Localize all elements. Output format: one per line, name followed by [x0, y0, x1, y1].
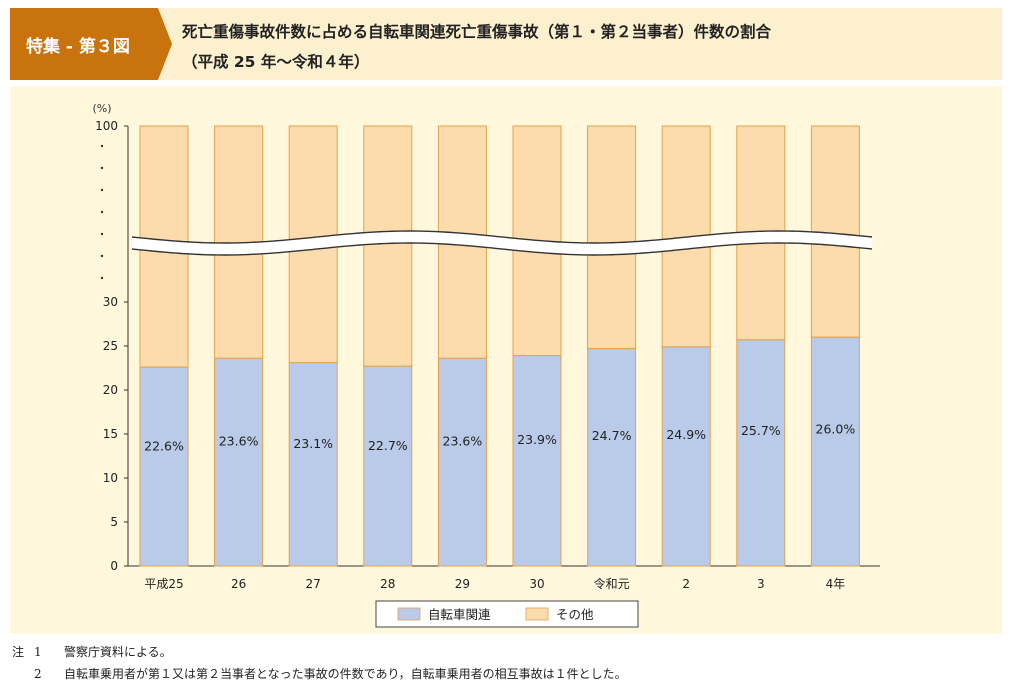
figure-tag-shape [10, 8, 172, 80]
notes: 注 1 警察庁資料による。 2 自転車乗用者が第１又は第２当事者となった事故の件数であ… [12, 641, 627, 685]
chart-subtitle: （平成 25 年〜令和４年） [182, 53, 370, 71]
axis-break-dot [100, 144, 104, 148]
x-tick-label: 4年 [826, 577, 846, 591]
axis-break-dot [100, 188, 104, 192]
y-tick-label: 0 [110, 559, 118, 573]
note-number: 1 [34, 645, 42, 659]
y-tick-label: 25 [103, 339, 118, 353]
note-text: 自転車乗用者が第１又は第２当事者となった事故の件数であり，自転車乗用者の相互事故… [64, 667, 627, 681]
data-label: 23.6% [219, 434, 259, 449]
data-label: 25.7% [741, 423, 781, 438]
x-tick-label: 27 [306, 577, 321, 591]
note-1: 注 1 警察庁資料による。 [12, 641, 627, 663]
axis-break-line-bottom [131, 242, 873, 256]
figure-header: 特集 - 第３図 死亡重傷事故件数に占める自転車関連死亡重傷事故（第１・第２当事… [10, 8, 1002, 80]
legend-label: その他 [556, 607, 594, 622]
y-tick-label: 5 [110, 515, 118, 529]
x-tick-label: 28 [380, 577, 395, 591]
data-label: 26.0% [816, 421, 856, 436]
bar-segment-bicycle [437, 357, 487, 567]
header-title-band [160, 8, 1002, 80]
figure-tag-label: 特集 - 第３図 [26, 37, 130, 57]
x-tick-label: 29 [455, 577, 470, 591]
axis-break-dot [100, 210, 104, 214]
data-label: 24.7% [592, 428, 632, 443]
bar-segment-bicycle [810, 336, 860, 567]
x-tick-label: 平成25 [144, 577, 183, 591]
bar-segment-other [363, 125, 413, 367]
bar-segment-bicycle [587, 348, 637, 567]
bar-segment-other [587, 125, 637, 350]
x-tick-label: 令和元 [594, 576, 630, 591]
x-tick-label: 30 [529, 577, 544, 591]
y-tick-label: 10 [103, 471, 118, 485]
axis-break-line-top [131, 230, 873, 244]
legend-swatch [397, 607, 421, 621]
figure-tag: 特集 - 第３図 [10, 8, 172, 80]
bar-segment-bicycle [139, 366, 189, 567]
y-tick-label: 100 [95, 119, 118, 133]
axis-break-dot [100, 254, 104, 258]
data-label: 23.1% [293, 436, 333, 451]
y-tick-label: 30 [103, 295, 118, 309]
data-label: 22.7% [368, 438, 408, 453]
note-2: 2 自転車乗用者が第１又は第２当事者となった事故の件数であり，自転車乗用者の相互事… [12, 663, 627, 685]
stacked-bar-chart: (%) 0 5 10 15 20 25 30 100 22.6% 平成25 23.6% 26 23.1% 2… [92, 102, 880, 628]
data-label: 23.6% [443, 434, 483, 449]
bar-segment-bicycle [288, 362, 338, 567]
x-tick-label: 26 [231, 577, 246, 591]
bar-segment-bicycle [363, 365, 413, 567]
note-text: 警察庁資料による。 [64, 645, 172, 659]
legend-swatch [525, 607, 549, 621]
bar-segment-other [810, 125, 860, 338]
axis-break-dot [100, 276, 104, 280]
note-prefix: 注 [12, 645, 25, 659]
data-label: 23.9% [517, 432, 557, 447]
y-tick-label: 15 [103, 427, 118, 441]
axis-break-dot [100, 166, 104, 170]
bar-segment-bicycle [512, 355, 562, 567]
y-tick-label: 20 [103, 383, 118, 397]
bar-segment-bicycle [661, 346, 711, 567]
bar-segment-bicycle [214, 357, 264, 567]
x-tick-label: 3 [757, 577, 765, 591]
data-label: 24.9% [666, 427, 706, 442]
data-label: 22.6% [144, 439, 184, 454]
legend-label: 自転車関連 [428, 607, 491, 622]
axis-break-dot [100, 232, 104, 236]
bar-segment-bicycle [736, 339, 786, 567]
y-axis-unit-label: (%) [92, 102, 111, 115]
chart-title: 死亡重傷事故件数に占める自転車関連死亡重傷事故（第１・第２当事者）件数の割合 [182, 23, 772, 41]
chart-panel: (%) 0 5 10 15 20 25 30 100 22.6% 平成25 23.6% 26 23.1% 2… [10, 86, 1002, 634]
x-tick-label: 2 [682, 577, 690, 591]
note-number: 2 [34, 667, 42, 681]
